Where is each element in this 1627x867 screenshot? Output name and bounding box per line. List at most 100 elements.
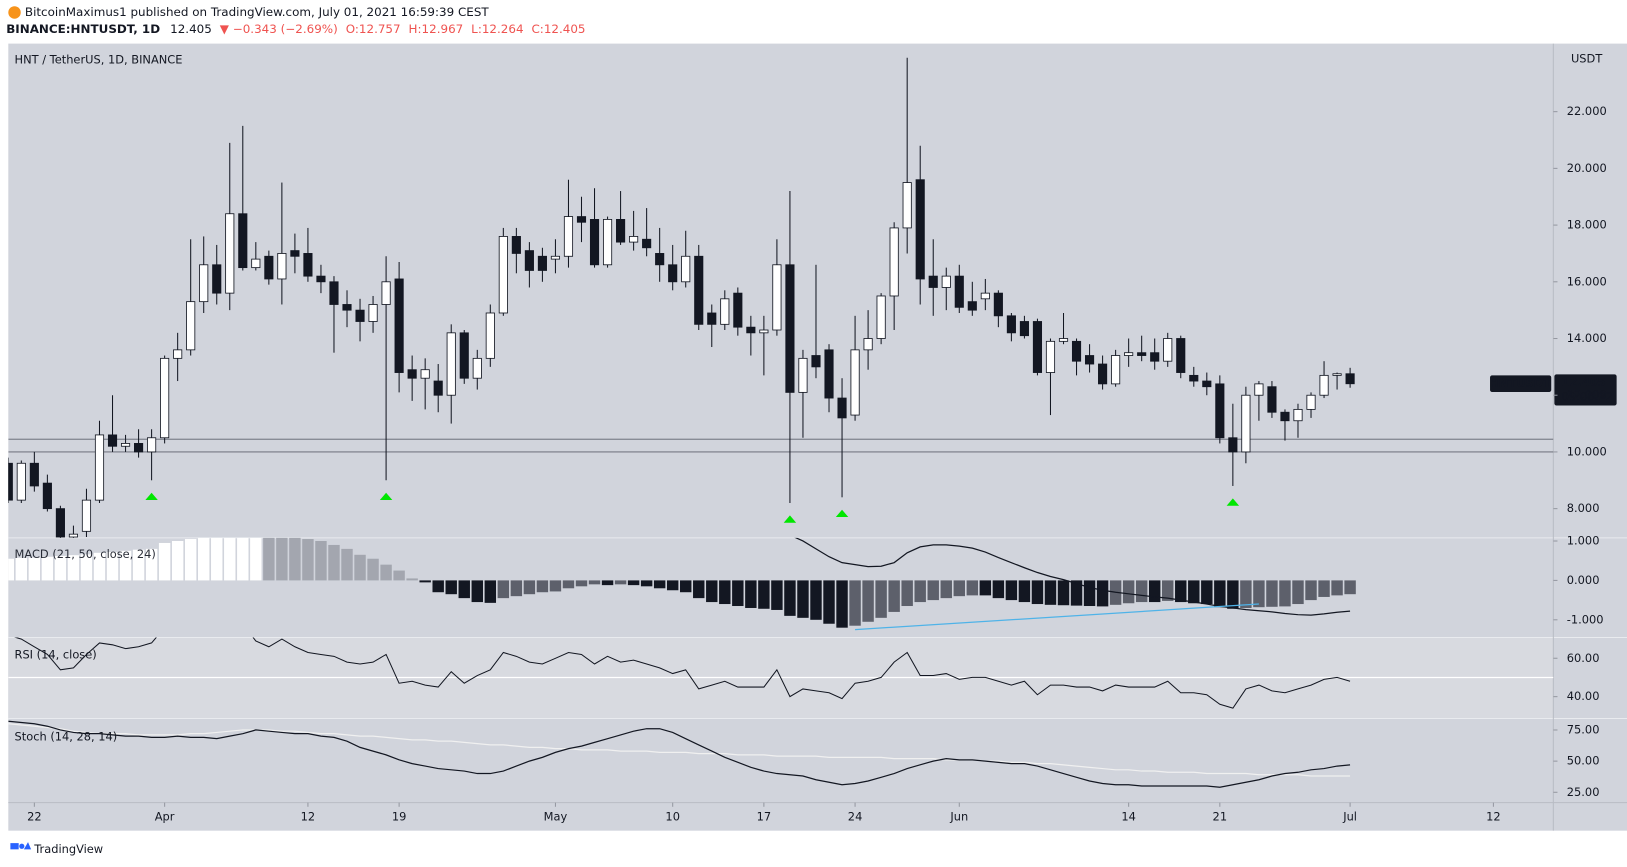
candle-body [1137,352,1147,356]
symbol: BINANCE:HNTUSDT, 1D [6,22,160,36]
histogram-bar [510,580,523,597]
histogram-bar [640,580,653,587]
ohlc-close: C:12.405 [531,22,585,36]
y-tick-label: 25.00 [1567,785,1600,799]
histogram-bar [393,570,405,581]
pane-title: MACD (21, 50, close, 24) [15,547,156,561]
footer: TradingView [33,842,103,856]
unit-label: USDT [1571,52,1602,66]
candle-body [498,236,508,314]
histogram-bar [745,580,757,608]
histogram-bar [237,537,249,581]
x-tick-label: 19 [392,810,407,824]
histogram-bar [1188,580,1200,604]
candle-body [629,236,639,243]
histogram-bar [653,580,666,589]
candle-body [1058,338,1069,342]
histogram-bar [15,557,28,581]
histogram-bar [341,548,353,581]
candle-body [1267,386,1277,413]
candle-body [186,301,196,351]
candle-body [472,357,482,379]
histogram-bar [784,580,796,616]
symbol-label: HNTUSDT [1489,376,1551,390]
y-tick-label: 40.00 [1567,689,1600,703]
candle-body [707,312,717,325]
histogram-bar [549,580,562,592]
candle-body [589,219,600,266]
histogram-bar [328,544,340,581]
histogram-bar [1148,580,1161,603]
candle-body [733,292,743,328]
candle-body [941,275,951,288]
histogram-bar [901,580,913,607]
rsi-line [14,637,1351,709]
candle-body [1176,338,1186,373]
candle-body [1241,394,1251,453]
x-tick-label: May [544,810,568,824]
histogram-bar [263,537,275,581]
histogram-bar [54,555,67,581]
histogram-bar [1266,580,1278,607]
histogram-bar [1057,580,1070,606]
candle-body [746,326,756,334]
candle-body [681,255,691,283]
histogram-bar [1018,580,1031,603]
candle-body [264,255,274,280]
x-tick-label: 24 [848,810,863,824]
candle-body [915,179,925,280]
histogram-bar [888,580,900,612]
histogram-bar [1344,580,1356,595]
candle-body [850,349,860,416]
histogram-bar [666,580,679,591]
candle-body [1124,352,1134,356]
histogram-bar [432,580,444,593]
histogram-bar [810,580,822,620]
candle-body [655,253,665,266]
histogram-bar [862,580,874,622]
histogram-bar [614,580,627,585]
candle-body [1202,380,1212,388]
candle-body [329,281,339,305]
candle-body [485,312,495,359]
histogram-bar [106,552,119,581]
x-tick-label: 12 [301,810,316,824]
y-tick-label: 20.000 [1567,161,1607,175]
countdown-label: 09:00:22 [1562,390,1613,404]
candle-body [173,349,183,359]
candle-body [1293,408,1303,422]
candle-body [524,250,534,271]
candle-body [459,332,469,379]
candle-body [94,434,105,501]
histogram-bar [914,580,926,603]
histogram-bar [875,580,887,618]
candle-body [355,309,365,322]
histogram-bar [484,580,497,603]
histogram-bar [93,552,106,581]
histogram-bar [771,580,783,610]
histogram-bar [471,580,483,603]
pane [8,720,1351,788]
candle-body [798,357,808,393]
y-tick-label: 18.000 [1567,218,1607,232]
candle-body [967,301,977,311]
candle-body [1306,394,1316,410]
histogram-bar [706,580,718,603]
histogram-bar [1253,580,1265,608]
histogram-bar [132,549,145,581]
avatar [8,6,21,19]
macd-line [794,537,1351,616]
candle-body [342,304,352,311]
candle-body [1332,373,1342,376]
candle-body [928,275,938,288]
histogram-bar [445,580,457,595]
x-tick-label: 22 [27,810,42,824]
histogram-bar [119,550,132,581]
candle-body [55,508,65,538]
y-tick-label: 75.00 [1567,722,1600,736]
histogram-bar [145,548,158,581]
candle-body [81,499,92,532]
histogram-bar [367,558,379,581]
histogram-bar [315,541,327,581]
candle-body [1228,437,1238,453]
